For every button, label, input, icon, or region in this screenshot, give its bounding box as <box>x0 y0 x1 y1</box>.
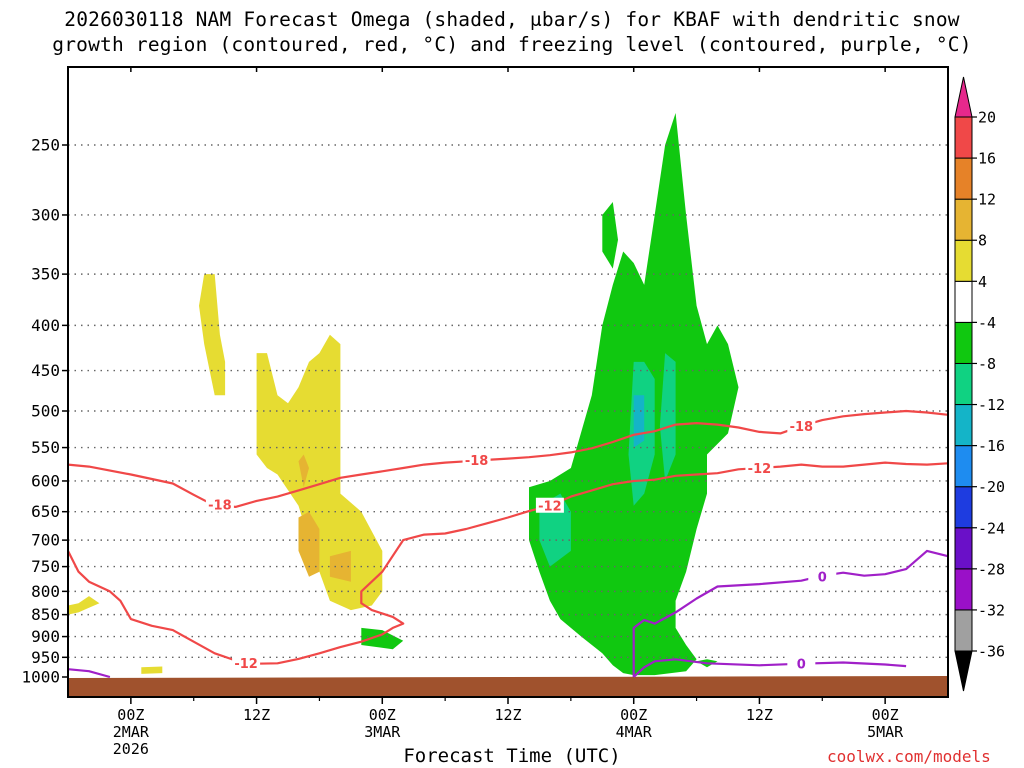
colorbar-label-4: -20 <box>978 478 1005 496</box>
dgz-minus18-label-2-bg <box>462 451 491 467</box>
y-tick-label-350: 350 <box>31 265 60 284</box>
colorbar-top-arrow <box>954 76 973 118</box>
colorbar-label-3: -24 <box>978 519 1005 537</box>
omega-region-2 <box>68 596 100 615</box>
y-tick-label-400: 400 <box>31 316 60 335</box>
x-tick-label-24-0: 00Z <box>369 706 396 724</box>
colorbar-label-2: -28 <box>978 560 1005 578</box>
colorbar-segment-7 <box>954 321 973 364</box>
omega-region-14 <box>361 627 404 650</box>
y-tick-label-550: 550 <box>31 438 60 457</box>
colorbar-label-11: 12 <box>978 191 996 209</box>
dgz-minus18-label-3: -18 <box>790 420 814 435</box>
colorbar-segment-10 <box>954 198 973 241</box>
colorbar-segment-4 <box>954 445 973 488</box>
x-tick-label-72-0: 00Z <box>872 706 899 724</box>
freezing-0-label-2: 0 <box>797 658 806 673</box>
y-tick-label-900: 900 <box>31 627 60 646</box>
omega-region-6 <box>329 550 351 582</box>
chart-title-line-2: growth region (contoured, red, °C) and f… <box>52 33 972 56</box>
colorbar: -36 -32 -28 -24 -20 -16 -12 -8 -4 4 8 12 16 20 <box>954 76 1005 692</box>
colorbar-label-5: -16 <box>978 437 1005 455</box>
colorbar-label-12: 16 <box>978 150 996 168</box>
colorbar-segment-8 <box>954 280 973 323</box>
y-tick-label-600: 600 <box>31 471 60 490</box>
plot-background <box>68 67 948 697</box>
y-tick-label-850: 850 <box>31 605 60 624</box>
x-tick-label-48-1: 4MAR <box>616 723 653 741</box>
dgz-minus12-label-1-bg <box>232 654 261 670</box>
x-tick-label-48-0: 00Z <box>620 706 647 724</box>
freezing-0-label-1: 0 <box>818 571 827 586</box>
y-tick-label-750: 750 <box>31 557 60 576</box>
colorbar-segment-3 <box>954 486 973 529</box>
colorbar-label-0: -36 <box>978 643 1005 661</box>
x-tick-label-0-2: 2026 <box>113 740 149 758</box>
dgz-minus12-label-3-bg <box>745 459 774 475</box>
omega-region-5 <box>298 511 320 577</box>
colorbar-label-7: -8 <box>978 355 996 373</box>
omega-region-0 <box>199 274 226 396</box>
freezing-line-lower <box>632 658 907 678</box>
colorbar-label-9: 4 <box>978 273 987 291</box>
y-tick-label-950: 950 <box>31 648 60 667</box>
colorbar-label-13: 20 <box>978 109 996 127</box>
freezing-0-label-2-bg <box>787 655 816 671</box>
terrain-band <box>68 676 948 697</box>
terrain-fill <box>68 676 948 697</box>
colorbar-segment-0 <box>954 609 973 652</box>
x-tick-label-60-0: 12Z <box>746 706 773 724</box>
omega-region-3 <box>141 666 163 674</box>
omega-region-4 <box>298 454 309 488</box>
omega-region-8 <box>602 202 618 269</box>
dgz-minus18-label-3-bg <box>787 418 816 434</box>
x-tick-label-24-1: 3MAR <box>364 723 401 741</box>
x-tick-label-72-1: 5MAR <box>867 723 904 741</box>
dgz-minus18-label-1-bg <box>205 496 234 512</box>
colorbar-label-10: 8 <box>978 232 987 250</box>
y-tick-label-300: 300 <box>31 205 60 224</box>
colorbar-label-1: -32 <box>978 601 1005 619</box>
x-tick-label-36-0: 12Z <box>494 706 521 724</box>
omega-region-1 <box>256 334 383 611</box>
axes: 250 300 350 400 450 500 550 600 650 700 750 800 850 9… <box>21 67 904 758</box>
credit-link[interactable]: coolwx.com/models <box>827 747 991 766</box>
dgz-minus12-label-2: -12 <box>538 500 562 515</box>
y-tick-label-800: 800 <box>31 582 60 601</box>
colorbar-segment-5 <box>954 404 973 447</box>
colorbar-segment-11 <box>954 157 973 200</box>
contour-lines: -18 -18 -18 -12 -12 -12 0 0 <box>67 409 949 679</box>
x-tick-label-0-1: 2MAR <box>113 723 150 741</box>
dgz-minus12-label-1: -12 <box>234 657 258 672</box>
colorbar-segment-12 <box>954 116 973 159</box>
dgz-minus12-label-2-bg <box>535 497 564 513</box>
colorbar-bottom-arrow <box>954 650 973 692</box>
y-tick-label-650: 650 <box>31 502 60 521</box>
chart-title-line-1: 2026030118 NAM Forecast Omega (shaded, μ… <box>64 8 960 31</box>
freezing-0-label-1-bg <box>808 568 837 584</box>
y-tick-label-450: 450 <box>31 361 60 380</box>
y-tick-label-250: 250 <box>31 136 60 155</box>
y-tick-label-500: 500 <box>31 402 60 421</box>
colorbar-label-6: -12 <box>978 396 1005 414</box>
colorbar-segment-6 <box>954 362 973 406</box>
freezing-line-west <box>67 668 111 679</box>
freezing-line-upper <box>632 549 949 677</box>
dgz-minus18-label-1: -18 <box>208 499 232 514</box>
y-tick-label-700: 700 <box>31 531 60 550</box>
x-tick-label-0-0: 00Z <box>117 706 144 724</box>
omega-region-13 <box>633 395 645 448</box>
y-tick-label-1000: 1000 <box>21 668 60 687</box>
colorbar-segment-2 <box>954 527 973 570</box>
plot-frame <box>67 66 949 698</box>
colorbar-segment-9 <box>954 239 973 282</box>
x-tick-label-12-0: 12Z <box>243 706 270 724</box>
dgz-minus18-label-2: -18 <box>465 454 489 469</box>
dgz-minus12-label-3: -12 <box>748 462 772 477</box>
omega-region-12 <box>659 353 676 481</box>
colorbar-label-8: -4 <box>978 314 996 332</box>
x-axis-title: Forecast Time (UTC) <box>403 745 621 767</box>
colorbar-segment-1 <box>954 568 973 611</box>
